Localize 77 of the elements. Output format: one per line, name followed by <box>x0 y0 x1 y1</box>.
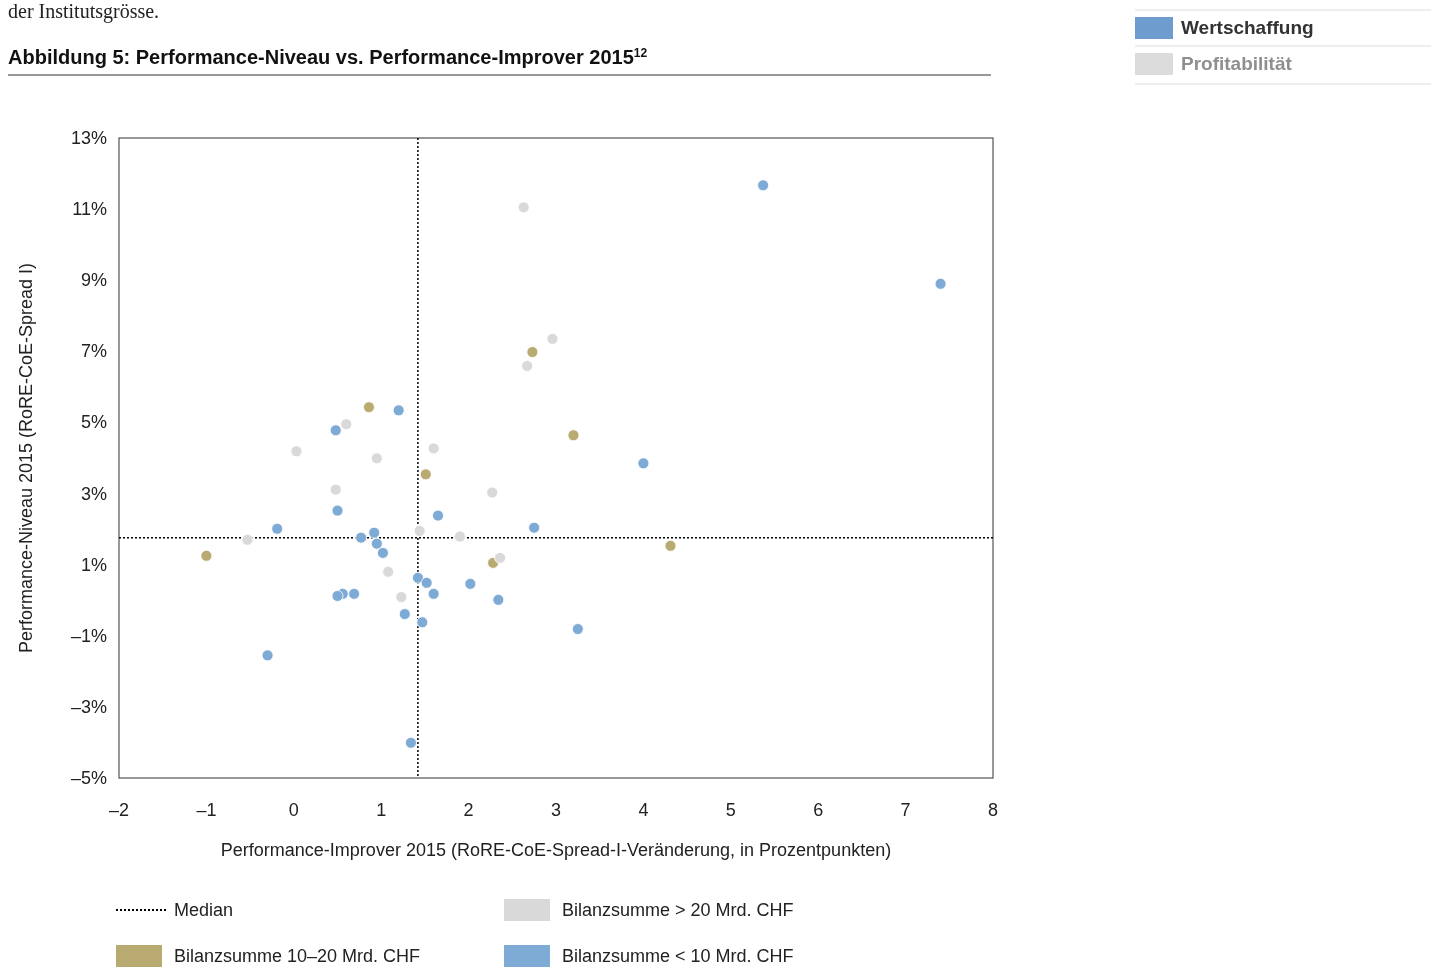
point <box>664 539 677 552</box>
point <box>486 486 499 499</box>
y-tick-label: –5% <box>70 768 107 788</box>
point <box>363 401 375 414</box>
x-tick-label: 0 <box>288 800 299 820</box>
point <box>546 333 559 345</box>
x-tick-label: 2 <box>463 800 474 820</box>
point <box>340 418 353 431</box>
x-tick-label: 7 <box>900 800 911 820</box>
point <box>526 346 539 358</box>
point <box>432 509 444 522</box>
chart-title: Abbildung 5: Performance-Niveau vs. Performance-Improver 2015$^{12}$ <box>8 46 648 68</box>
point <box>405 736 417 749</box>
x-tick-label: –2 <box>108 800 130 820</box>
point <box>567 429 580 442</box>
point <box>290 445 303 458</box>
legend-label: Median <box>174 900 234 920</box>
y-tick-label: 5% <box>80 412 107 433</box>
y-tick-label: 11% <box>72 199 107 220</box>
point <box>453 530 466 543</box>
text: Profitabilität <box>1181 53 1293 74</box>
point <box>492 593 505 606</box>
point <box>331 590 344 602</box>
y-tick-label: –1% <box>70 625 107 646</box>
point <box>413 525 426 537</box>
y-tick-label: –3% <box>70 696 107 717</box>
x-axis-title: Performance-Improver 2015 (RoRE-CoE-Spread-I-Veränderung, in Prozentpunkten) <box>220 840 892 860</box>
y-tick-label: 7% <box>80 341 107 362</box>
y-tick-label: 9% <box>80 270 107 291</box>
y-tick-label: 3% <box>80 483 107 504</box>
point <box>398 608 411 620</box>
point <box>571 623 584 635</box>
point <box>416 616 429 629</box>
point <box>395 591 408 603</box>
legend-label: Bilanzsumme > 20 Mrd. CHF <box>562 900 794 920</box>
point <box>355 531 367 544</box>
point <box>419 468 432 481</box>
point <box>382 565 395 578</box>
text: der Institutsgrösse. <box>8 0 160 23</box>
x-tick-label: 4 <box>638 800 649 820</box>
point <box>934 277 947 290</box>
point <box>329 424 342 437</box>
text: Wertschaffung <box>1181 17 1314 38</box>
point <box>517 201 530 214</box>
x-tick-label: –1 <box>196 800 217 820</box>
point <box>241 533 254 546</box>
point <box>757 179 770 192</box>
y-axis-title: Performance-Niveau 2015 (RoRE-CoE-Spread I) <box>16 262 36 654</box>
point <box>637 457 650 470</box>
point <box>261 649 274 662</box>
point <box>370 452 383 465</box>
point <box>368 526 381 539</box>
point <box>271 522 284 535</box>
point <box>200 549 213 562</box>
x-tick-label: 1 <box>376 800 387 820</box>
point <box>412 571 424 584</box>
x-tick-label: 3 <box>550 800 562 820</box>
point <box>348 587 360 600</box>
legend-label: Bilanzsumme 10–20 Mrd. CHF <box>174 946 421 966</box>
y-tick-label: 1% <box>80 554 107 575</box>
y-tick-label: 13% <box>70 128 107 148</box>
point <box>494 552 506 564</box>
point <box>331 504 344 517</box>
point <box>427 587 440 600</box>
point <box>521 360 534 372</box>
x-tick-label: 8 <box>987 800 999 820</box>
point <box>427 442 440 455</box>
point <box>377 547 389 559</box>
point <box>464 577 477 590</box>
point <box>392 404 405 417</box>
point <box>420 576 433 589</box>
point <box>329 483 342 496</box>
point <box>370 537 383 550</box>
point <box>528 521 541 534</box>
legend-label: Bilanzsumme < 10 Mrd. CHF <box>562 946 794 966</box>
x-tick-label: 5 <box>725 800 736 820</box>
x-tick-label: 6 <box>813 800 824 820</box>
